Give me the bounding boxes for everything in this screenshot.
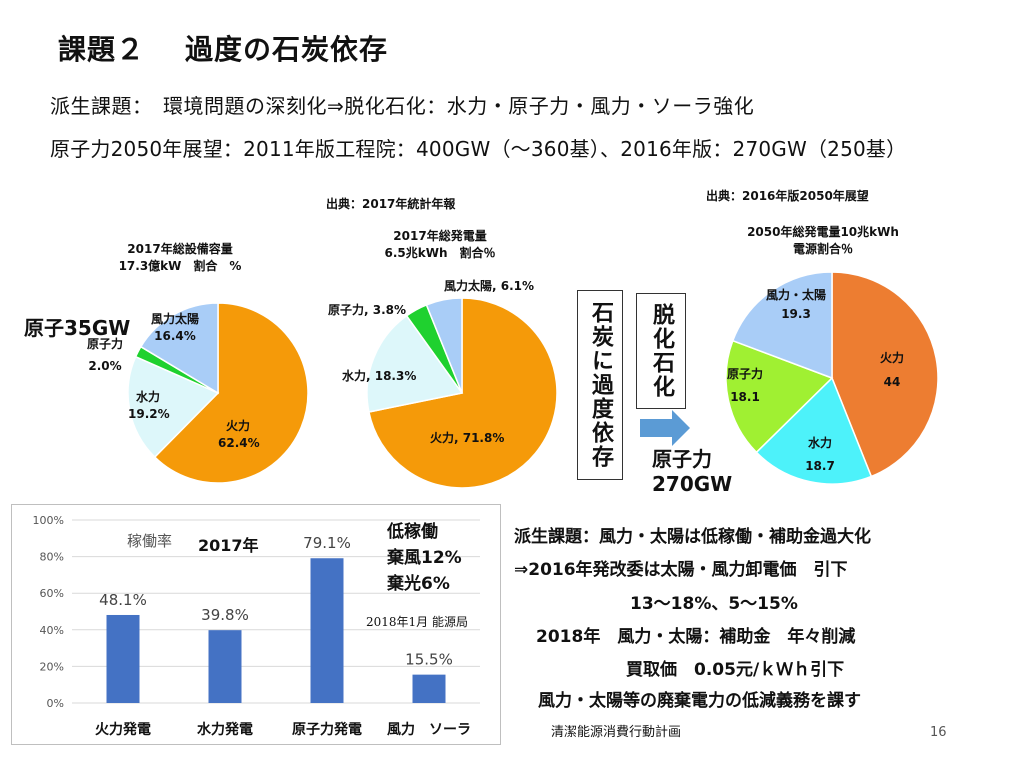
pie3 <box>725 271 939 485</box>
bar-chart-title: 稼働率 <box>127 532 173 550</box>
pie3-label-hydro-name: 水力 <box>807 436 832 450</box>
pie1 <box>127 302 309 484</box>
decarbonize-box: 脱化石化 <box>636 293 686 409</box>
pie3-label-wind-value: 19.3 <box>781 307 811 321</box>
nuclear-note-line2: 270GW <box>652 472 733 496</box>
pie3-caption-line1: 2050年総発電量10兆kWh <box>747 225 899 239</box>
nuclear-outlook: 原子力2050年展望：2011年版工程院：400GW（～360基）、2016年版… <box>50 137 907 161</box>
pie3-label-thermal-name: 火力 <box>879 351 904 365</box>
pie1-label-thermal: 火力 62.4% <box>218 418 260 452</box>
bar-chart-frame <box>11 504 501 745</box>
page-title: 課題２ 過度の石炭依存 <box>58 28 388 68</box>
pie3-label-hydro: 水力 18.7 <box>790 432 850 478</box>
pie2 <box>366 297 558 489</box>
pie1-label-nuclear-name: 原子力 <box>86 337 123 351</box>
pie3-label-thermal-value: 44 <box>883 375 901 389</box>
pie2-caption-line1: 2017年総発電量 <box>393 229 487 243</box>
pie1-label-hydro: 水力 19.2% <box>128 389 170 423</box>
pie1-slice-3 <box>139 302 219 395</box>
pie2-caption: 2017年総発電量 6.5兆kWh 割合％ <box>355 228 525 262</box>
page-number: 16 <box>930 725 947 740</box>
pie2-source: 出典：2017年統計年報 <box>326 197 456 211</box>
pie3-label-nuclear: 原子力 18.1 <box>720 363 770 409</box>
pie1-slice-1 <box>127 355 220 459</box>
pie3-label-hydro-value: 18.7 <box>805 459 835 473</box>
pie3-label-nuclear-name: 原子力 <box>726 367 763 381</box>
bar-chart-source: 2018年1月 能源局 <box>366 615 468 629</box>
right-text-line-6: 風力・太陽等の廃棄電力の低減義務を課す <box>538 691 861 711</box>
pie2-label-hydro: 水力, 18.3% <box>342 369 417 383</box>
footer-source: 清潔能源消費行動計画 <box>551 725 682 740</box>
pie3-slice-0 <box>831 271 939 478</box>
wind-curtailment-label: 棄風12% <box>387 548 462 568</box>
pie2-label-wind: 風力太陽, 6.1% <box>444 279 535 293</box>
pie2-slice-1 <box>366 314 464 413</box>
pie1-note: 原子35GW <box>24 316 131 340</box>
solar-curtailment-label: 棄光6% <box>387 574 450 594</box>
nuclear-note-line1: 原子力 <box>652 447 712 471</box>
pie3-label-wind-name: 風力・太陽 <box>766 288 827 302</box>
pie1-caption: 2017年総設備容量 17.3億kW 割合 % <box>95 241 265 275</box>
title-text: 過度の石炭依存 <box>185 33 389 66</box>
right-text-line-2: ⇒2016年発改委は太陽・風力卸電価 引下 <box>514 560 848 580</box>
pie3-label-wind: 風力・太陽 19.3 <box>766 286 826 324</box>
pie1-label-hydro-value: 19.2% <box>128 407 170 421</box>
pie3-slice-3 <box>731 271 833 380</box>
pie1-label-thermal-value: 62.4% <box>218 436 260 450</box>
pie1-label-hydro-name: 水力 <box>135 390 160 404</box>
subtitle: 派生課題： 環境問題の深刻化⇒脱化石化：水力・原子力・風力・ソーラ強化 <box>50 94 755 118</box>
right-text-line-4: 2018年 風力・太陽：補助金 年々削減 <box>536 627 856 647</box>
pie1-label-wind: 風力太陽 16.4% <box>136 311 214 345</box>
bar-chart-year: 2017年 <box>198 536 259 555</box>
pie3-label-thermal: 火力 44 <box>862 346 922 394</box>
title-number: 課題２ <box>58 33 146 66</box>
pie2-label-thermal: 火力, 71.8% <box>430 431 505 445</box>
pie1-caption-line2: 17.3億kW 割合 % <box>118 259 242 273</box>
right-arrow-icon <box>640 410 690 446</box>
pie3-caption-line2: 電源割合％ <box>792 242 853 256</box>
pie1-label-wind-name: 風力太陽 <box>150 312 199 326</box>
pie1-label-thermal-name: 火力 <box>225 419 250 433</box>
right-text-line-5: 買取価 0.05元/ｋＷｈ引下 <box>626 660 845 680</box>
right-text-line-1: 派生課題：風力・太陽は低稼働・補助金過大化 <box>514 527 871 547</box>
right-text-line-3: 13～18%、5～15% <box>630 594 798 614</box>
pie1-slice-0 <box>153 302 309 484</box>
pie1-label-wind-value: 16.4% <box>154 329 196 343</box>
curtailment-note: 低稼働 棄風12% 棄光6% <box>387 519 462 597</box>
pie2-label-nuclear: 原子力, 3.8% <box>328 303 407 317</box>
pie2-slice-3 <box>425 297 463 394</box>
nuclear-270gw-note: 原子力 270GW <box>652 447 732 497</box>
pie3-slice-1 <box>755 376 873 485</box>
low-utilization-label: 低稼働 <box>387 522 438 542</box>
coal-dependence-box: 石炭に過度依存 <box>577 290 623 480</box>
pie3-source: 出典：2016年版2050年展望 <box>706 189 869 203</box>
pie3-caption: 2050年総発電量10兆kWh 電源割合％ <box>728 224 918 258</box>
pie2-caption-line2: 6.5兆kWh 割合％ <box>384 246 496 260</box>
pie3-label-nuclear-value: 18.1 <box>730 390 760 404</box>
pie1-caption-line1: 2017年総設備容量 <box>127 242 233 256</box>
pie1-label-nuclear-value: 2.0% <box>88 359 122 373</box>
